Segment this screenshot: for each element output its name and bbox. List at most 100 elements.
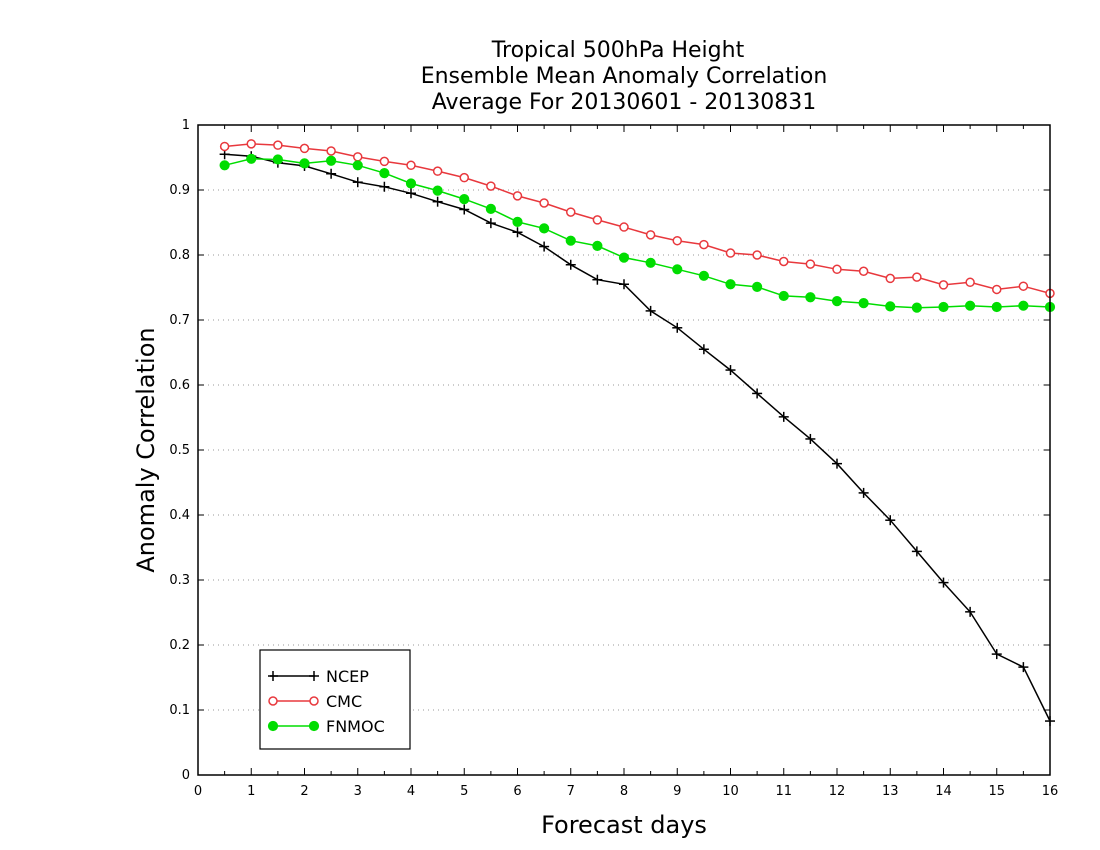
x-tick-label: 16	[1042, 784, 1059, 799]
fnmoc-point	[512, 216, 523, 227]
ncep-point	[832, 458, 842, 469]
legend-marker-ncep	[309, 671, 319, 681]
y-tick-label: 0.7	[169, 313, 190, 328]
ncep-point	[1018, 662, 1029, 673]
fnmoc-point	[459, 194, 470, 205]
cmc-point	[645, 230, 656, 240]
ncep-point	[858, 487, 869, 498]
fnmoc-point	[539, 223, 550, 234]
cmc-point	[512, 191, 523, 201]
ncep-series	[219, 149, 1055, 727]
legend-label-ncep: NCEP	[326, 667, 369, 686]
axis-ticks: 00.10.20.30.40.50.60.70.80.910 1 2 3 4 5 6 7 8 9 1…	[169, 118, 1058, 799]
fnmoc-point	[352, 160, 363, 171]
ncep-point	[672, 322, 683, 333]
cmc-point	[858, 266, 869, 276]
cmc-point	[779, 256, 789, 267]
fnmoc-point	[672, 264, 683, 275]
chart-title-line-1: Tropical 500hPa Height	[491, 38, 745, 63]
fnmoc-point	[885, 301, 896, 312]
ncep-point	[938, 577, 949, 588]
y-tick-label: 0.5	[169, 443, 190, 458]
legend-label-fnmoc: FNMOC	[326, 717, 385, 736]
cmc-point	[619, 222, 629, 232]
ncep-point	[805, 433, 816, 444]
ncep-point	[752, 388, 763, 399]
fnmoc-point	[778, 290, 789, 302]
ncep-point	[432, 196, 443, 207]
ncep-point	[592, 274, 603, 285]
legend-label-cmc: CMC	[326, 692, 362, 711]
x-tick-label: 12	[829, 784, 846, 799]
cmc-point	[992, 284, 1002, 295]
legend-marker-cmc	[309, 696, 319, 706]
legend-marker-cmc	[268, 696, 278, 706]
legend-marker-fnmoc	[308, 720, 320, 732]
x-tick-label: 14	[935, 784, 952, 799]
ncep-point	[619, 279, 629, 290]
ncep-point	[406, 188, 416, 199]
y-axis-title: Anomaly Correlation	[132, 327, 160, 572]
fnmoc-point	[618, 252, 630, 263]
fnmoc-point	[219, 160, 230, 171]
x-tick-label: 11	[775, 784, 792, 799]
ncep-point	[512, 227, 523, 238]
legend-item-cmc: CMC	[268, 692, 362, 711]
fnmoc-point	[405, 178, 417, 189]
ncep-point	[991, 649, 1002, 660]
ncep-point	[965, 606, 976, 617]
x-tick-label: 7	[567, 784, 575, 799]
fnmoc-series	[219, 153, 1056, 313]
ncep-point	[911, 546, 922, 557]
legend-box	[259, 649, 411, 750]
cmc-point	[885, 273, 895, 284]
cmc-point	[592, 215, 603, 225]
y-tick-label: 0.4	[169, 508, 190, 523]
cmc-point	[326, 146, 336, 156]
legend-marker-ncep	[268, 671, 278, 681]
cmc-point	[406, 160, 416, 171]
cmc-point	[379, 156, 390, 167]
cmc-point	[273, 140, 283, 150]
x-tick-label: 4	[407, 784, 415, 799]
fnmoc-point	[938, 301, 949, 313]
ncep-point	[885, 515, 896, 526]
cmc-point	[965, 277, 975, 288]
x-tick-label: 13	[882, 784, 899, 799]
x-axis-title: Forecast days	[541, 811, 707, 839]
fnmoc-point	[805, 292, 816, 303]
fnmoc-point	[698, 270, 709, 281]
legend-marker-fnmoc	[267, 720, 279, 732]
y-tick-label: 0.1	[169, 703, 190, 718]
ncep-point	[379, 181, 390, 192]
x-tick-label: 9	[673, 784, 681, 799]
fnmoc-point	[991, 301, 1002, 313]
fnmoc-point	[272, 154, 283, 165]
cmc-point	[299, 143, 310, 154]
ncep-point	[778, 411, 789, 422]
y-tick-label: 0.6	[169, 378, 190, 393]
cmc-point	[832, 264, 842, 275]
x-tick-label: 3	[354, 784, 362, 799]
x-tick-label: 1	[247, 784, 255, 799]
cmc-point	[219, 141, 230, 152]
legend-item-ncep: NCEP	[268, 667, 369, 686]
ncep-point	[485, 218, 496, 229]
ncep-point	[539, 241, 550, 252]
cmc-point	[938, 280, 949, 290]
fnmoc-point	[645, 257, 656, 268]
cmc-point	[459, 172, 469, 183]
fnmoc-point	[299, 158, 310, 169]
x-tick-label: 6	[513, 784, 521, 799]
x-tick-label: 0	[194, 784, 202, 799]
ncep-line	[224, 153, 1051, 722]
ncep-point	[565, 259, 576, 270]
chart-title: Tropical 500hPa Height Ensemble Mean Ano…	[421, 38, 828, 115]
cmc-point	[725, 248, 736, 258]
fnmoc-point	[326, 155, 337, 166]
fnmoc-point	[485, 203, 496, 214]
fnmoc-point	[858, 298, 869, 309]
fnmoc-point	[831, 296, 843, 307]
cmc-point	[486, 181, 496, 191]
cmc-point	[699, 239, 709, 250]
